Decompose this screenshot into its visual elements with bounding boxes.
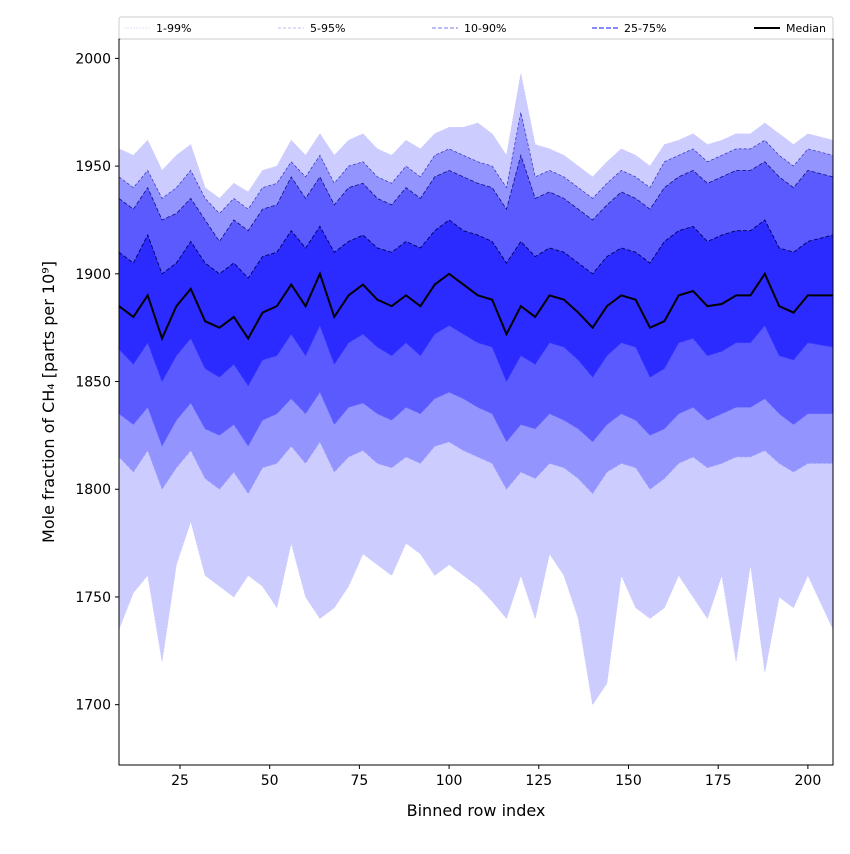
line-p25 [118,324,834,387]
x-tick-label: 25 [171,773,189,789]
line-median [118,271,833,342]
x-axis: 25 50 75 100 125 150 175 200 [171,765,821,789]
x-tick-label: 100 [436,773,463,789]
legend-box [118,16,834,40]
lines-layer [118,73,834,706]
line-p75 [118,219,834,279]
x-tick-label: 50 [261,773,279,789]
y-tick-label: 2000 [75,51,111,67]
line-p90 [118,153,834,243]
line-p1 [118,520,834,706]
y-axis: 1700 1750 1800 1850 1900 1950 2000 [75,51,119,714]
x-axis-label: Binned row index [407,801,546,820]
y-tick-label: 1900 [75,267,111,283]
x-tick-label: 150 [615,773,642,789]
y-axis-label: Mole fraction of CH₄ [parts per 10⁹] [39,261,58,543]
y-tick-label: 1750 [75,590,111,606]
line-p95 [118,112,834,215]
x-tick-label: 175 [705,773,732,789]
y-tick-label: 1950 [75,159,111,175]
legend-label: Median [786,22,826,35]
y-tick-label: 1850 [75,375,111,391]
y-tick-label: 1700 [75,698,111,714]
legend-label: 25-75% [624,22,666,35]
line-p10 [118,391,833,447]
x-tick-label: 75 [350,773,368,789]
legend: 1-99% 5-95% 10-90% 25-75% Median [118,16,834,40]
bands-layer [119,73,833,705]
line-p5 [118,441,833,495]
x-tick-label: 125 [525,773,552,789]
legend-label: 5-95% [310,22,345,35]
legend-label: 1-99% [156,22,191,35]
line-p99 [118,73,834,199]
y-tick-label: 1800 [75,482,111,498]
legend-label: 10-90% [464,22,506,35]
band-25-75 [119,220,833,386]
x-tick-label: 200 [795,773,822,789]
